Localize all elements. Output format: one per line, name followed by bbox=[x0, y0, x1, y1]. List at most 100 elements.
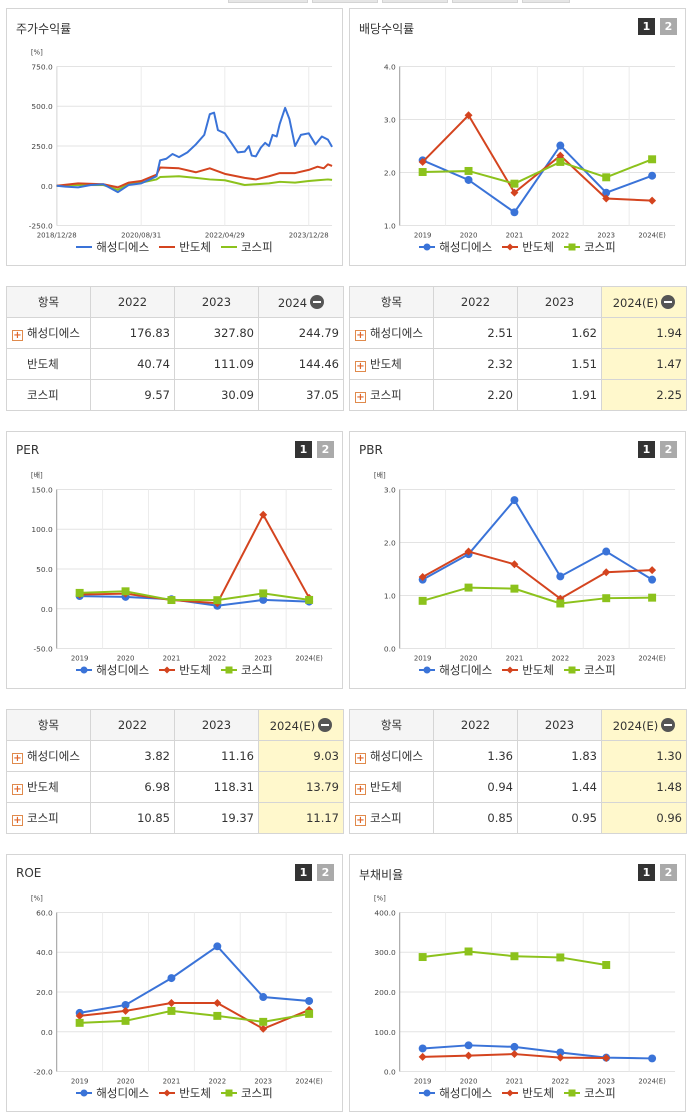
expand-plus-icon[interactable]: + bbox=[355, 330, 366, 341]
roe-chart: [%] -20.0 0.0 20.0 40.0 60.0 2019 2020 2021 2022 2… bbox=[7, 885, 342, 1110]
expand-plus-icon[interactable]: + bbox=[355, 392, 366, 403]
row-label-cell[interactable]: + 코스피 bbox=[6, 802, 91, 834]
pbr-table: 항목 2022 2023 2024(E) + 해성디에스 1.36 1.83 1.30 + 반도체 0… bbox=[349, 709, 687, 834]
legend-item[interactable]: 코스피 bbox=[563, 662, 616, 678]
value-cell: 30.09 bbox=[174, 379, 259, 411]
page-1-button[interactable]: 1 bbox=[638, 18, 655, 35]
data-point bbox=[556, 599, 565, 608]
expand-plus-icon[interactable]: + bbox=[355, 361, 366, 372]
x-tick-label: 2024(E) bbox=[638, 231, 666, 239]
page-2-button[interactable]: 2 bbox=[317, 864, 334, 881]
legend-swatch bbox=[76, 1089, 93, 1097]
expand-plus-icon[interactable]: + bbox=[12, 815, 23, 826]
collapse-icon[interactable] bbox=[661, 717, 676, 732]
legend-item[interactable]: 해성디에스 bbox=[76, 1085, 149, 1101]
series-line bbox=[422, 550, 653, 600]
row-label-cell[interactable]: + 반도체 bbox=[349, 348, 434, 380]
row-label-cell[interactable]: + 코스피 bbox=[349, 379, 434, 411]
row-label-cell[interactable]: + 코스피 bbox=[349, 802, 434, 834]
page-1-button[interactable]: 1 bbox=[638, 441, 655, 458]
legend-item[interactable]: 해성디에스 bbox=[419, 662, 492, 678]
debt-ratio-panel: 부채비율 1 2 [%] 0.0 100.0 200.0 300.0 400.0 2019 2… bbox=[349, 854, 686, 1112]
legend-item[interactable]: 코스피 bbox=[220, 662, 273, 678]
legend-item[interactable]: 코스피 bbox=[220, 1085, 273, 1101]
page-1-button[interactable]: 1 bbox=[638, 864, 655, 881]
x-tick-label: 2020/08/31 bbox=[121, 231, 161, 239]
page-2-button[interactable]: 2 bbox=[660, 18, 677, 35]
collapse-icon[interactable] bbox=[661, 294, 676, 309]
value-cell: 11.16 bbox=[174, 740, 259, 772]
legend-item[interactable]: 반도체 bbox=[159, 662, 211, 678]
table-row: 코스피 9.57 30.09 37.05 bbox=[6, 379, 344, 411]
x-tick-label: 2021 bbox=[506, 654, 524, 662]
legend-swatch bbox=[419, 666, 436, 674]
row-label-cell[interactable]: + 해성디에스 bbox=[349, 740, 434, 772]
collapse-icon[interactable] bbox=[318, 717, 333, 732]
legend-item[interactable]: 반도체 bbox=[502, 1085, 554, 1101]
x-tick-label: 2024(E) bbox=[295, 1077, 323, 1085]
row-label-cell[interactable]: + 반도체 bbox=[349, 771, 434, 803]
stock-return-table: 항목 2022 2023 2024 + 해성디에스 176.83 327.80 244.79 반도… bbox=[6, 286, 344, 411]
row-label-cell[interactable]: + 해성디에스 bbox=[349, 317, 434, 349]
expand-plus-icon[interactable]: + bbox=[355, 815, 366, 826]
value-cell: 1.62 bbox=[517, 317, 602, 349]
page-2-button[interactable]: 2 bbox=[660, 441, 677, 458]
legend-item[interactable]: 반도체 bbox=[502, 239, 554, 255]
value-cell: 0.94 bbox=[433, 771, 518, 803]
top-tab-3[interactable] bbox=[382, 0, 448, 3]
page-1-button[interactable]: 1 bbox=[295, 864, 312, 881]
legend-label: 반도체 bbox=[522, 1086, 554, 1100]
legend-item[interactable]: 반도체 bbox=[159, 239, 211, 255]
expand-plus-icon[interactable]: + bbox=[12, 784, 23, 795]
data-point bbox=[213, 1011, 222, 1020]
row-label-cell[interactable]: + 해성디에스 bbox=[6, 740, 91, 772]
legend-item[interactable]: 해성디에스 bbox=[76, 662, 149, 678]
data-point bbox=[602, 594, 611, 603]
row-label-cell[interactable]: + 해성디에스 bbox=[6, 317, 91, 349]
top-tab-4[interactable] bbox=[452, 0, 518, 3]
legend-item[interactable]: 코스피 bbox=[220, 239, 273, 255]
y-tick-label: 150.0 bbox=[31, 485, 53, 494]
top-tab-1[interactable] bbox=[228, 0, 308, 3]
collapse-icon[interactable] bbox=[310, 294, 325, 309]
page-2-button[interactable]: 2 bbox=[660, 864, 677, 881]
page-1-button[interactable]: 1 bbox=[295, 441, 312, 458]
legend-item[interactable]: 코스피 bbox=[563, 239, 616, 255]
expand-plus-icon[interactable]: + bbox=[355, 784, 366, 795]
value-cell: 1.36 bbox=[433, 740, 518, 772]
legend-item[interactable]: 반도체 bbox=[502, 662, 554, 678]
expand-plus-icon[interactable]: + bbox=[12, 330, 23, 341]
y-tick-label: 4.0 bbox=[384, 62, 396, 71]
expand-plus-icon[interactable]: + bbox=[12, 753, 23, 764]
data-point bbox=[121, 1016, 130, 1025]
data-point bbox=[418, 573, 427, 581]
legend-item[interactable]: 코스피 bbox=[563, 1085, 616, 1101]
data-point bbox=[556, 572, 565, 581]
row-label-cell: 코스피 bbox=[6, 379, 91, 411]
legend-item[interactable]: 해성디에스 bbox=[419, 1085, 492, 1101]
legend-item[interactable]: 해성디에스 bbox=[419, 239, 492, 255]
top-tab-5[interactable] bbox=[522, 0, 570, 3]
column-header: 2022 bbox=[433, 286, 518, 318]
legend-item[interactable]: 반도체 bbox=[159, 1085, 211, 1101]
data-point bbox=[305, 997, 314, 1005]
data-point bbox=[464, 947, 473, 956]
page-2-button[interactable]: 2 bbox=[317, 441, 334, 458]
debt-ratio-chart: [%] 0.0 100.0 200.0 300.0 400.0 2019 2020 2021 20… bbox=[350, 885, 685, 1110]
data-point bbox=[213, 596, 222, 605]
y-tick-label: 500.0 bbox=[31, 102, 53, 111]
unit-label: [%] bbox=[374, 895, 386, 903]
value-cell: 144.46 bbox=[258, 348, 344, 380]
pager: 1 2 bbox=[295, 864, 334, 881]
row-label-cell[interactable]: + 반도체 bbox=[6, 771, 91, 803]
series-line bbox=[79, 512, 310, 605]
expand-plus-icon[interactable]: + bbox=[355, 753, 366, 764]
column-header-label: 2024 bbox=[277, 295, 308, 310]
column-header-label: 항목 bbox=[37, 718, 60, 732]
legend-label: 코스피 bbox=[240, 663, 273, 677]
column-header-label: 2023 bbox=[201, 718, 232, 732]
legend-item[interactable]: 해성디에스 bbox=[76, 239, 149, 255]
top-tab-2[interactable] bbox=[312, 0, 378, 3]
y-tick-label: 750.0 bbox=[31, 62, 53, 71]
data-point bbox=[167, 1006, 176, 1015]
